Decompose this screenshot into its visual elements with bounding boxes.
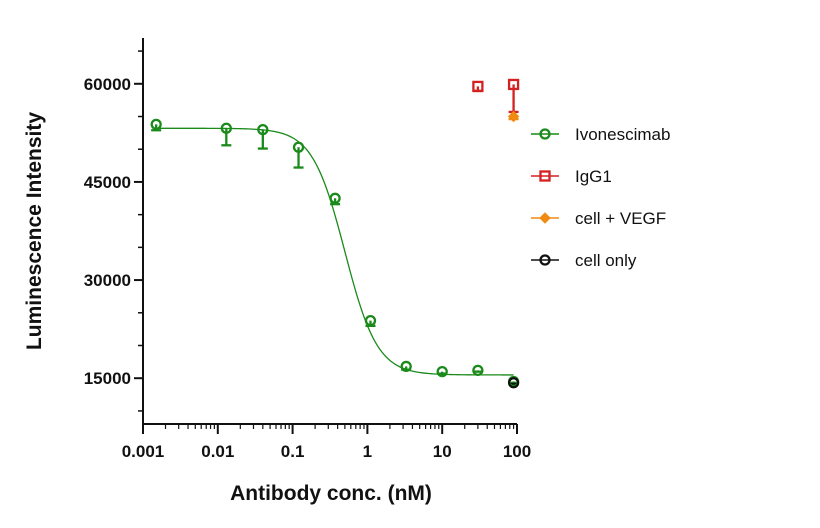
x-tick-label: 1 [363,442,372,461]
fit-curves [156,127,514,376]
y-axis-title: Luminescence Intensity [23,112,46,350]
data-point [150,118,162,131]
data-point [292,141,305,153]
x-tick-label: 0.1 [281,442,305,461]
data-point [507,110,520,123]
y-tick-label: 30000 [84,271,131,290]
legend-marker [539,128,551,140]
error-bars [151,84,519,386]
data-point [436,366,448,378]
data-point [472,364,484,377]
y-tick-label: 45000 [84,173,131,192]
fit-curve [156,127,514,376]
x-axis-title: Antibody conc. (nM) [230,482,432,505]
x-tick-label: 0.01 [201,442,234,461]
legend-label: cell only [575,251,637,270]
legend-marker [539,212,551,224]
legend-marker [539,170,551,182]
data-point [400,360,412,373]
data-point [220,122,232,134]
data-point [507,377,520,389]
data-point [507,78,520,91]
data-points [150,78,520,389]
data-point [329,192,341,204]
axes: 15000 30000 45000 60000 0.001 0.01 0.1 1 10 100 [84,38,531,461]
x-tick-label: 0.001 [122,442,165,461]
data-point [364,314,377,327]
data-point [257,123,269,136]
x-tick-label: 100 [503,442,531,461]
legend-label: Ivonescimab [575,125,670,144]
legend: Ivonescimab IgG1 cell + VEGF cell only [531,125,670,270]
legend-label: cell + VEGF [575,209,666,228]
x-tick-label: 10 [433,442,452,461]
y-tick-label: 60000 [84,75,131,94]
data-point [472,80,484,93]
legend-label: IgG1 [575,167,612,186]
y-tick-label: 15000 [84,369,131,388]
legend-marker [539,254,551,266]
